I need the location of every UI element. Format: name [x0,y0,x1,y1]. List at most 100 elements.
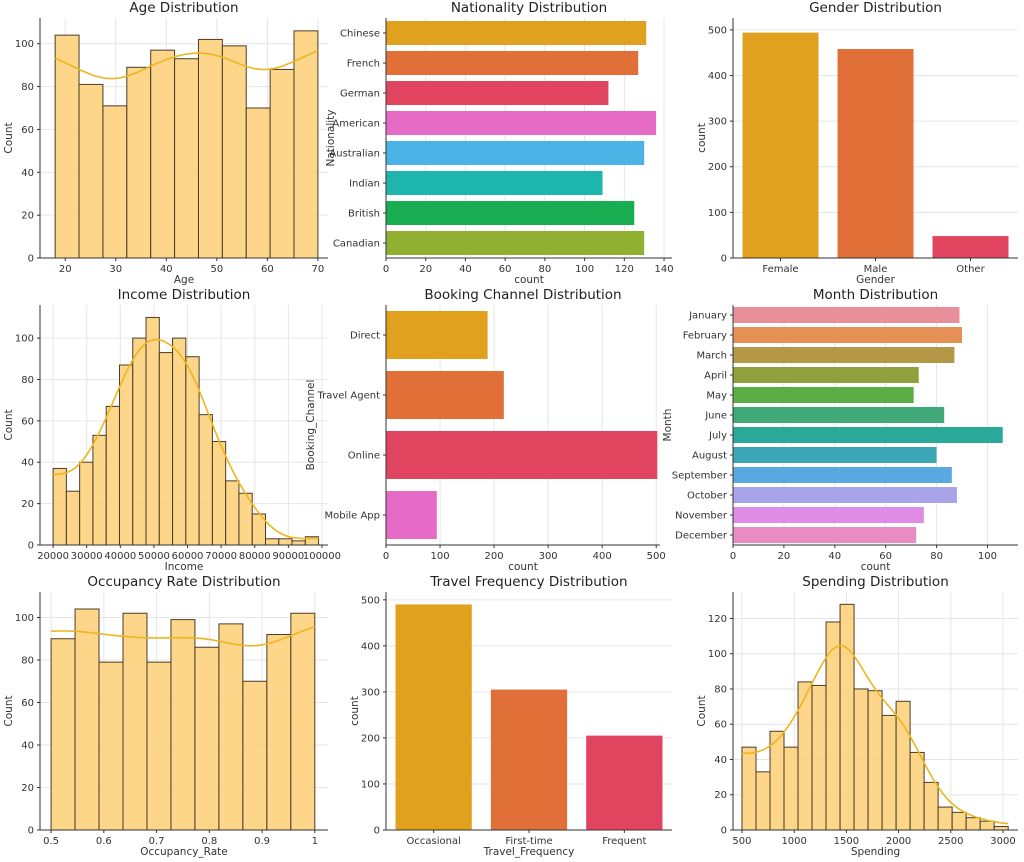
x-tick-label: Occasional [406,836,460,847]
y-tick-label: April [704,371,727,382]
histogram-bar [146,661,172,831]
x-tick-label: 60000 [172,551,204,562]
y-tick-label: 40 [21,458,34,469]
x-tick-label: 400 [593,551,612,562]
x-axis-label: Gender [856,274,895,286]
x-tick-label: 20000 [37,551,69,562]
bar-american [386,111,657,135]
bar-indian [386,171,603,195]
bar-may [733,387,914,403]
bar-canadian [386,231,645,255]
y-tick-label: French [347,59,380,70]
bar-male [837,49,914,259]
y-tick-label: Online [348,451,380,462]
x-axis-label: Age [174,274,194,286]
x-tick-label: 100 [978,551,997,562]
histogram-bar [221,45,247,259]
y-tick-label: 60 [21,698,34,709]
histogram-bar [825,621,841,831]
x-tick-label: 100 [575,264,594,275]
y-tick-label: 200 [708,162,727,173]
y-tick-label: 100 [361,779,380,790]
bar-april [733,367,919,383]
y-axis-label: Count [3,695,15,726]
y-tick-label: September [672,471,728,482]
x-tick-label: 50000 [138,551,170,562]
bar-first-time [490,689,568,830]
bar-online [386,431,658,479]
bar-september [733,467,952,483]
y-tick-label: 0 [28,254,34,265]
histogram-bar [126,66,152,259]
histogram-bar [278,538,293,546]
y-tick-label: 100 [15,39,34,50]
chart-nationality-distribution: Nationality Distribution 0 20 40 60 80 100 120 1… [325,0,674,286]
bar-october [733,487,957,503]
x-tick-label: 40 [828,551,841,562]
y-tick-label: 300 [708,117,727,128]
x-axis-label: Travel_Frequency [483,846,575,858]
histogram-bar [291,540,306,546]
bar-mobile-app [386,491,437,539]
histogram-bar [811,684,827,831]
y-tick-label: July [708,431,727,442]
histogram-bar [909,751,925,831]
x-tick-label: 30 [109,264,122,275]
y-tick-label: June [704,411,727,422]
histogram-bar [269,68,295,259]
histogram-bar [105,405,120,546]
x-tick-label: 40 [459,264,472,275]
x-tick-label: 80 [930,551,943,562]
chart-title: Gender Distribution [809,0,942,16]
histogram-bar [895,700,911,831]
histogram-bar [52,467,67,546]
x-tick-label: 500 [647,551,666,562]
x-tick-label: 50 [210,264,223,275]
x-axis-label: Spending [851,846,900,858]
histogram-bar [118,364,134,546]
chart-title: Income Distribution [118,287,251,303]
chart-title: Age Distribution [129,0,238,16]
y-tick-label: 120 [708,614,727,625]
histogram-bar [993,825,1009,831]
y-tick-label: 0 [374,826,380,837]
histogram-bar [290,612,316,831]
histogram-bar [797,681,813,831]
bar-direct [386,311,488,359]
y-tick-label: Indian [349,179,380,190]
x-tick-label: 100 [430,551,449,562]
y-tick-label: 40 [714,755,727,766]
y-tick-label: American [332,119,380,130]
y-tick-label: 300 [361,687,380,698]
y-tick-label: 20 [21,499,34,510]
histogram-bar [74,608,100,831]
y-tick-label: 80 [21,375,34,386]
chart-gender-distribution: Gender Distribution 0 100 200 300 400 500 Femal… [696,0,1018,286]
y-axis-label: Count [696,695,708,726]
bar-july [733,427,1003,443]
x-tick-label: 0.8 [201,836,217,847]
y-tick-label: 100 [708,208,727,219]
y-tick-label: 40 [21,741,34,752]
histogram-bar [965,817,981,831]
y-axis-label: Count [3,122,15,153]
x-tick-label: 1500 [834,836,859,847]
chart-age-distribution: Age Distribution 20 30 40 50 60 70 0 20 40 60 80 100… [3,0,328,286]
y-axis-label: count [696,123,708,153]
histogram-bar [245,107,271,259]
x-tick-label: 20 [59,264,72,275]
chart-title: Occupancy Rate Distribution [87,574,280,590]
y-tick-label: 80 [21,82,34,93]
y-axis-label: Nationality [325,109,337,166]
x-tick-label: 0 [383,551,389,562]
histogram-bar [839,603,855,831]
histogram-bar [198,414,213,546]
y-tick-label: 400 [361,641,380,652]
x-tick-label: Other [956,264,985,275]
y-tick-label: 60 [714,720,727,731]
y-tick-label: 0 [721,254,727,265]
y-tick-label: 40 [21,168,34,179]
x-axis-label: Occupancy_Rate [140,846,228,858]
histogram-bar [755,771,771,831]
